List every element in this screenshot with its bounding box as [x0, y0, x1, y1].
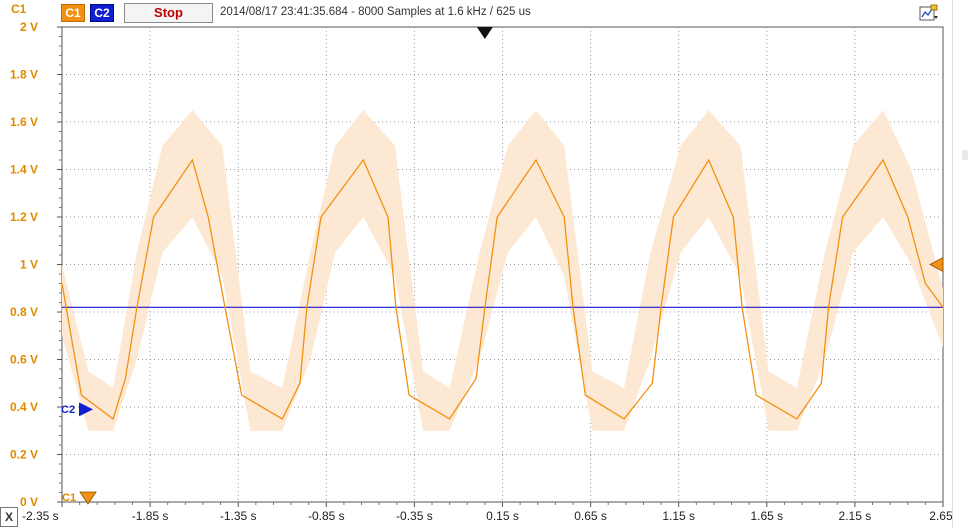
x-tick-label: 1.15 s — [662, 509, 695, 523]
x-tick-label: -1.35 s — [220, 509, 257, 523]
c1-offset-marker[interactable] — [79, 491, 97, 505]
channel-axis-title: C1 — [11, 2, 27, 16]
x-tick-label: -0.35 s — [396, 509, 433, 523]
trigger-position-marker[interactable] — [476, 27, 493, 39]
y-axis-ticks: 0 V 0.2 V 0.4 V 0.6 V 0.8 V 1 V 1.2 V 1.4 V 1.6 … — [10, 20, 62, 509]
x-axis-ticks: -2.35 s -1.85 s -1.35 s -0.85 s -0.35 s 0.15 … — [22, 502, 962, 523]
y-tick-label: 1.4 V — [10, 163, 38, 177]
x-tick-label: 0.65 s — [574, 509, 607, 523]
x-tick-label: -1.85 s — [132, 509, 169, 523]
x-tick-label: 1.65 s — [750, 509, 783, 523]
y-tick-label: 1.2 V — [10, 210, 38, 224]
y-tick-label: 0.2 V — [10, 448, 38, 462]
channel-c1-button[interactable]: C1 — [61, 4, 85, 22]
y-tick-label: 0.8 V — [10, 305, 38, 319]
y-tick-label: 2 V — [20, 20, 38, 34]
c1-envelope-band — [62, 110, 943, 431]
x-axis-corner-button[interactable]: X — [0, 507, 18, 527]
y-tick-label: 1 V — [20, 258, 38, 272]
y-tick-label: 0.6 V — [10, 353, 38, 367]
channel-c2-button[interactable]: C2 — [90, 4, 114, 22]
toolbar: C1 C2 Stop 2014/08/17 23:41:35.684 - 800… — [0, 0, 969, 27]
c2-offset-marker[interactable] — [79, 402, 93, 417]
x-tick-label: 0.15 s — [486, 509, 519, 523]
y-tick-label: 1.8 V — [10, 68, 38, 82]
vertical-scrollbar[interactable] — [952, 0, 969, 528]
y-tick-label: 0.4 V — [10, 400, 38, 414]
c1-trigger-level-marker[interactable] — [929, 256, 944, 273]
x-tick-label: -2.35 s — [22, 509, 59, 523]
y-tick-label: 0 V — [20, 495, 38, 509]
x-tick-label: -0.85 s — [308, 509, 345, 523]
c1-offset-label: C1 — [62, 492, 76, 504]
c1-trace — [61, 158, 944, 420]
stop-button[interactable]: Stop — [124, 3, 213, 23]
c2-offset-label: C2 — [61, 404, 75, 416]
chart-settings-icon[interactable] — [919, 4, 939, 22]
acquisition-status: 2014/08/17 23:41:35.684 - 8000 Samples a… — [220, 6, 531, 18]
y-tick-label: 1.6 V — [10, 115, 38, 129]
scrollbar-thumb[interactable] — [962, 150, 968, 160]
x-tick-label: 2.15 s — [839, 509, 872, 523]
